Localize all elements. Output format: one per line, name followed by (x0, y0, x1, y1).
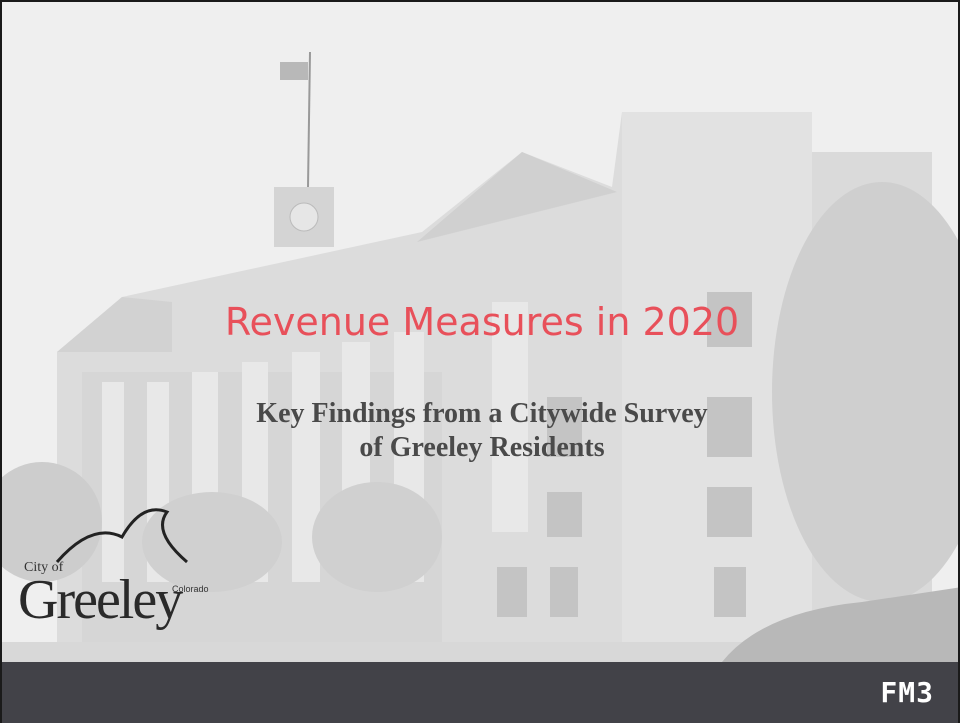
footer-logo: FM3 (880, 676, 934, 709)
logo-state: Colorado (172, 584, 209, 594)
slide: Revenue Measures in 2020 Key Findings fr… (0, 0, 960, 723)
logo-name: Greeley (18, 568, 181, 632)
subtitle-line: of Greeley Residents (2, 432, 960, 464)
footer-bar: FM3 (2, 662, 960, 723)
subtitle-line: Key Findings from a Citywide Survey (2, 398, 960, 430)
slide-title: Revenue Measures in 2020 (2, 300, 960, 344)
